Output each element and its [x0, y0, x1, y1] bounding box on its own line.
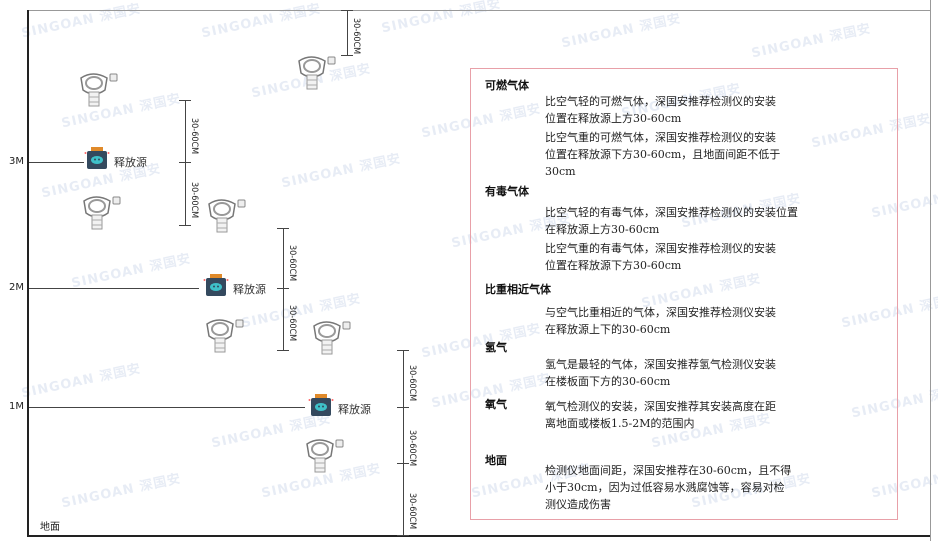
section-title: 可燃气体 [485, 79, 529, 92]
dimension-line [347, 10, 348, 55]
dimension-line [403, 350, 404, 535]
floor-line [27, 535, 930, 537]
level-label-1m: 1M [9, 401, 24, 412]
dimension-tick [341, 10, 353, 11]
dimension-label: 30-60CM [351, 18, 361, 55]
section-text: 氧气检测仪的安装，深国安推荐其安装高度在距 离地面或楼板1.5-2M的范围内 [545, 400, 776, 430]
ceiling-line [27, 10, 930, 11]
release-source-icon [203, 274, 229, 300]
dimension-label: 30-60CM [407, 493, 417, 530]
section-text: 与空气比重相近的气体，深国安推荐检测仪安装 在释放源上下的30-60cm [545, 306, 776, 336]
dimension-label: 30-60CM [407, 430, 417, 467]
level-label-3m: 3M [9, 156, 24, 167]
dimension-tick [179, 162, 191, 163]
dimension-line [283, 228, 284, 350]
dimension-tick [397, 535, 409, 536]
gas-detector-icon [295, 55, 337, 95]
release-source-icon [84, 147, 110, 173]
section-title: 有毒气体 [485, 185, 529, 198]
watermark-logo: SINGOAN 深国安 [60, 471, 183, 512]
gas-detector-icon [310, 320, 352, 360]
dimension-tick [397, 407, 409, 408]
release-source-label: 释放源 [114, 156, 147, 169]
release-source-label: 释放源 [338, 403, 371, 416]
watermark-logo: SINGOAN 深国安 [70, 251, 193, 292]
gas-detector-icon [205, 198, 247, 238]
floor-label: 地面 [40, 522, 60, 533]
section-text: 比空气轻的有毒气体，深国安推荐检测仪的安装位置 在释放源上方30-60cm [545, 206, 798, 236]
dimension-tick [179, 225, 191, 226]
dimension-label: 30-60CM [287, 305, 297, 342]
dimension-tick [397, 463, 409, 464]
release-source-icon [308, 394, 334, 420]
section-text: 比空气重的可燃气体，深国安推荐检测仪的安装 位置在释放源下方30-60cm，且地… [545, 131, 781, 178]
gas-detector-icon [77, 72, 119, 112]
dimension-label: 30-60CM [407, 365, 417, 402]
watermark-logo: SINGOAN 深国安 [20, 361, 143, 402]
level-line-1m [29, 407, 305, 408]
level-line-2m [29, 288, 199, 289]
section-title: 氧气 [485, 398, 507, 411]
section-text: 比空气重的有毒气体，深国安推荐检测仪的安装 位置在释放源下方30-60cm [545, 242, 776, 272]
dimension-tick [397, 350, 409, 351]
watermark-logo: SINGOAN 深国安 [560, 11, 683, 52]
watermark-logo: SINGOAN 深国安 [20, 1, 143, 42]
dimension-label: 30-60CM [287, 245, 297, 282]
dimension-tick [179, 100, 191, 101]
dimension-label: 30-60CM [189, 182, 199, 219]
gas-detector-icon [303, 438, 345, 478]
watermark-logo: SINGOAN 深国安 [750, 21, 873, 62]
wall-line [27, 10, 29, 536]
guidance-panel: 可燃气体比空气轻的可燃气体，深国安推荐检测仪的安装 位置在释放源上方30-60c… [470, 68, 898, 520]
section-title: 比重相近气体 [485, 283, 551, 296]
dimension-tick [277, 350, 289, 351]
level-label-2m: 2M [9, 282, 24, 293]
gas-detector-icon [203, 318, 245, 358]
section-title: 地面 [485, 454, 507, 467]
section-text: 比空气轻的可燃气体，深国安推荐检测仪的安装 位置在释放源上方30-60cm [545, 95, 776, 125]
section-text: 氢气是最轻的气体，深国安推荐氢气检测仪安装 在楼板面下方的30-60cm [545, 358, 776, 388]
right-border [930, 0, 931, 541]
dimension-tick [341, 55, 353, 56]
dimension-tick [277, 228, 289, 229]
dimension-label: 30-60CM [189, 118, 199, 155]
gas-detector-icon [80, 195, 122, 235]
dimension-tick [277, 288, 289, 289]
watermark-logo: SINGOAN 深国安 [200, 1, 323, 42]
watermark-logo: SINGOAN 深国安 [380, 0, 503, 37]
release-source-label: 释放源 [233, 283, 266, 296]
section-title: 氢气 [485, 341, 507, 354]
level-line-3m [29, 162, 84, 163]
watermark-logo: SINGOAN 深国安 [280, 151, 403, 192]
section-text: 检测仪地面间距，深国安推荐在30-60cm，且不得 小于30cm，因为过低容易水… [545, 464, 792, 511]
